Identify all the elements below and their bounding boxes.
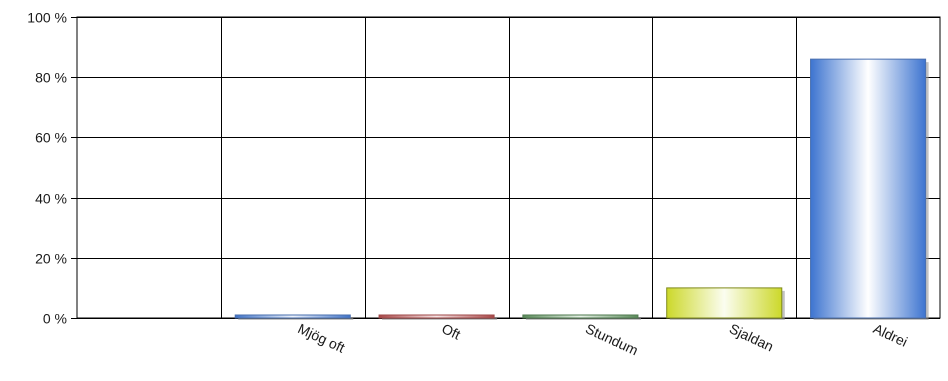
bar-stundum xyxy=(522,314,639,319)
y-tick-label: 0 % xyxy=(43,311,67,327)
bar-mj-g-oft xyxy=(234,314,351,319)
bar-shadow xyxy=(525,317,641,320)
x-tick-label: Mjög oft xyxy=(295,320,347,356)
chart-grid xyxy=(71,16,941,319)
x-tick-label: Oft xyxy=(439,320,463,342)
bar-oft xyxy=(378,314,495,319)
y-tick-label: 100 % xyxy=(27,10,67,26)
y-tick-label: 80 % xyxy=(35,70,67,86)
y-tick-label: 40 % xyxy=(35,191,67,207)
bar-sjaldan xyxy=(666,287,783,319)
x-tick-label: Sjaldan xyxy=(727,320,776,354)
x-axis: Mjög oft Oft Stundum Sjaldan Aldrei xyxy=(295,320,910,358)
bar-shadow xyxy=(382,317,498,320)
y-tick-label: 60 % xyxy=(35,130,67,146)
bar-shadow xyxy=(238,317,354,320)
y-tick-label: 20 % xyxy=(35,251,67,267)
x-tick-label: Aldrei xyxy=(871,320,910,350)
y-axis: 0 % 20 % 40 % 60 % 80 % 100 % xyxy=(27,10,67,327)
chart-bars xyxy=(234,58,929,320)
bar-aldrei xyxy=(810,58,927,319)
x-tick-label: Stundum xyxy=(583,320,641,358)
